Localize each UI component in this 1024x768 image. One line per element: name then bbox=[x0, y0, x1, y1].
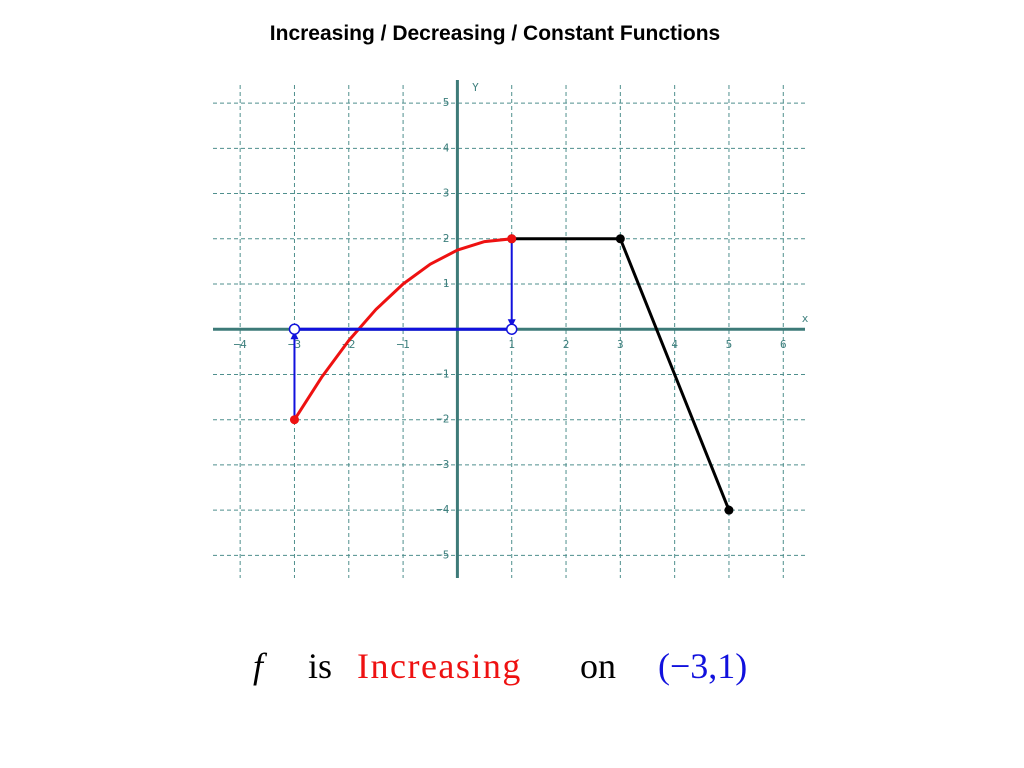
point bbox=[288, 323, 301, 335]
y-tick-label: 2 bbox=[443, 232, 450, 245]
x-tick-label: −4 bbox=[234, 338, 248, 351]
y-tick-label: −3 bbox=[436, 458, 449, 471]
x-tick-label: 6 bbox=[780, 338, 787, 351]
y-tick-label: −5 bbox=[436, 548, 449, 561]
point bbox=[507, 234, 517, 244]
y-tick-label: −4 bbox=[436, 503, 450, 516]
y-tick-label: 4 bbox=[443, 141, 450, 154]
y-tick-label: −1 bbox=[436, 367, 449, 380]
x-tick-label: 3 bbox=[617, 338, 624, 351]
y-tick-label: 5 bbox=[443, 96, 450, 109]
chart-title: Increasing / Decreasing / Constant Funct… bbox=[270, 22, 720, 45]
x-tick-label: 4 bbox=[671, 338, 678, 351]
caption-text: Increasing bbox=[357, 646, 522, 686]
x-tick-label: 1 bbox=[508, 338, 515, 351]
caption-text: on bbox=[580, 646, 616, 686]
x-tick-label: −2 bbox=[342, 338, 355, 351]
y-tick-label: 1 bbox=[443, 277, 450, 290]
arrow-head bbox=[290, 331, 299, 340]
caption-text: (−3,1) bbox=[658, 646, 747, 686]
point bbox=[289, 415, 299, 425]
caption-text: is bbox=[308, 646, 332, 686]
point bbox=[505, 323, 518, 335]
arrow-head bbox=[507, 319, 516, 328]
x-tick-label: 2 bbox=[563, 338, 570, 351]
y-axis-label: Y bbox=[472, 81, 479, 94]
point bbox=[724, 505, 734, 515]
y-tick-label: 3 bbox=[443, 187, 450, 200]
x-tick-label: 5 bbox=[726, 338, 733, 351]
point bbox=[615, 234, 625, 244]
x-tick-label: −1 bbox=[396, 338, 409, 351]
series-line bbox=[293, 237, 512, 421]
y-tick-label: −2 bbox=[436, 413, 449, 426]
x-axis-label: x bbox=[802, 312, 809, 325]
